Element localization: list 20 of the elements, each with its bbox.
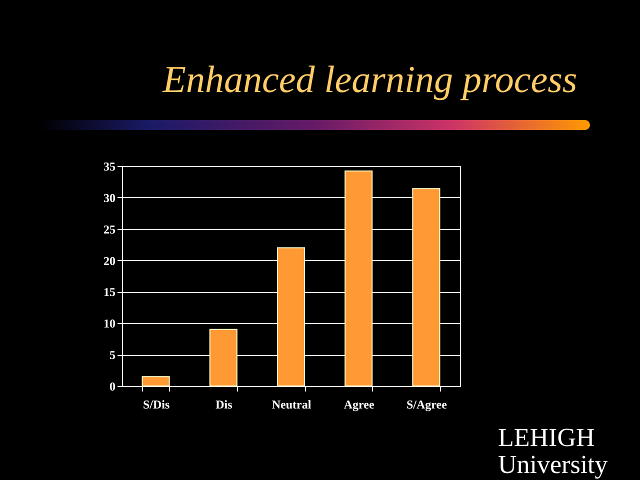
chart-title: Enhanced learning process	[161, 58, 578, 102]
x-tick-label: S/Agree	[406, 398, 448, 412]
y-tick-label: 20	[104, 254, 116, 268]
x-tick-label: S/Dis	[142, 398, 170, 412]
x-tick-label: Neutral	[272, 398, 312, 412]
bar	[142, 376, 170, 386]
y-tick-label: 0	[110, 380, 116, 394]
y-tick-label: 15	[104, 285, 116, 300]
y-tick-label: 5	[110, 348, 116, 362]
x-tick-label: Agree	[344, 398, 375, 412]
y-tick-label: 25	[104, 222, 116, 236]
bar	[276, 247, 306, 386]
bar	[412, 188, 440, 386]
x-tick-label: Dis	[216, 398, 233, 412]
y-tick-label: 35	[104, 160, 116, 174]
bar	[209, 328, 238, 386]
y-tick-label: 10	[104, 316, 116, 331]
bar	[344, 170, 373, 386]
y-tick-label: 30	[104, 190, 116, 205]
text: LEHIGH University	[498, 423, 609, 480]
